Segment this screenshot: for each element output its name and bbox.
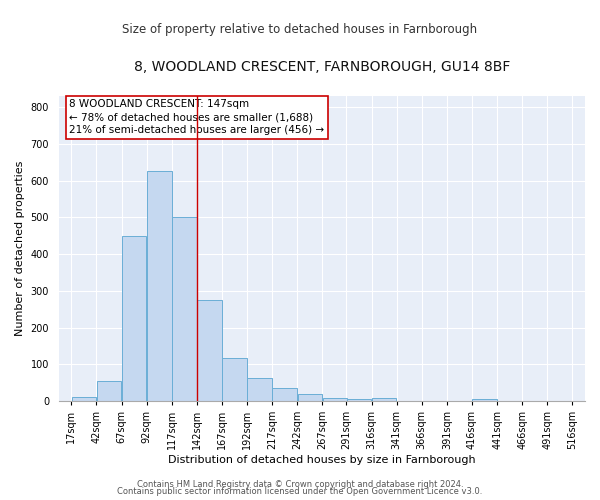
Bar [347, 399, 371, 401]
Bar [147, 172, 172, 401]
Bar [372, 398, 397, 401]
Bar [272, 388, 297, 401]
Bar [247, 378, 272, 401]
Bar [172, 218, 197, 401]
Bar [71, 398, 96, 401]
Bar [122, 236, 146, 401]
Bar [472, 399, 497, 401]
Y-axis label: Number of detached properties: Number of detached properties [15, 161, 25, 336]
Bar [323, 398, 347, 401]
Bar [197, 300, 222, 401]
Text: 8 WOODLAND CRESCENT: 147sqm
← 78% of detached houses are smaller (1,688)
21% of : 8 WOODLAND CRESCENT: 147sqm ← 78% of det… [70, 99, 325, 136]
Title: 8, WOODLAND CRESCENT, FARNBOROUGH, GU14 8BF: 8, WOODLAND CRESCENT, FARNBOROUGH, GU14 … [134, 60, 510, 74]
Bar [97, 381, 121, 401]
Bar [222, 358, 247, 401]
Text: Size of property relative to detached houses in Farnborough: Size of property relative to detached ho… [122, 22, 478, 36]
Text: Contains HM Land Registry data © Crown copyright and database right 2024.: Contains HM Land Registry data © Crown c… [137, 480, 463, 489]
X-axis label: Distribution of detached houses by size in Farnborough: Distribution of detached houses by size … [168, 455, 476, 465]
Bar [298, 394, 322, 401]
Text: Contains public sector information licensed under the Open Government Licence v3: Contains public sector information licen… [118, 487, 482, 496]
